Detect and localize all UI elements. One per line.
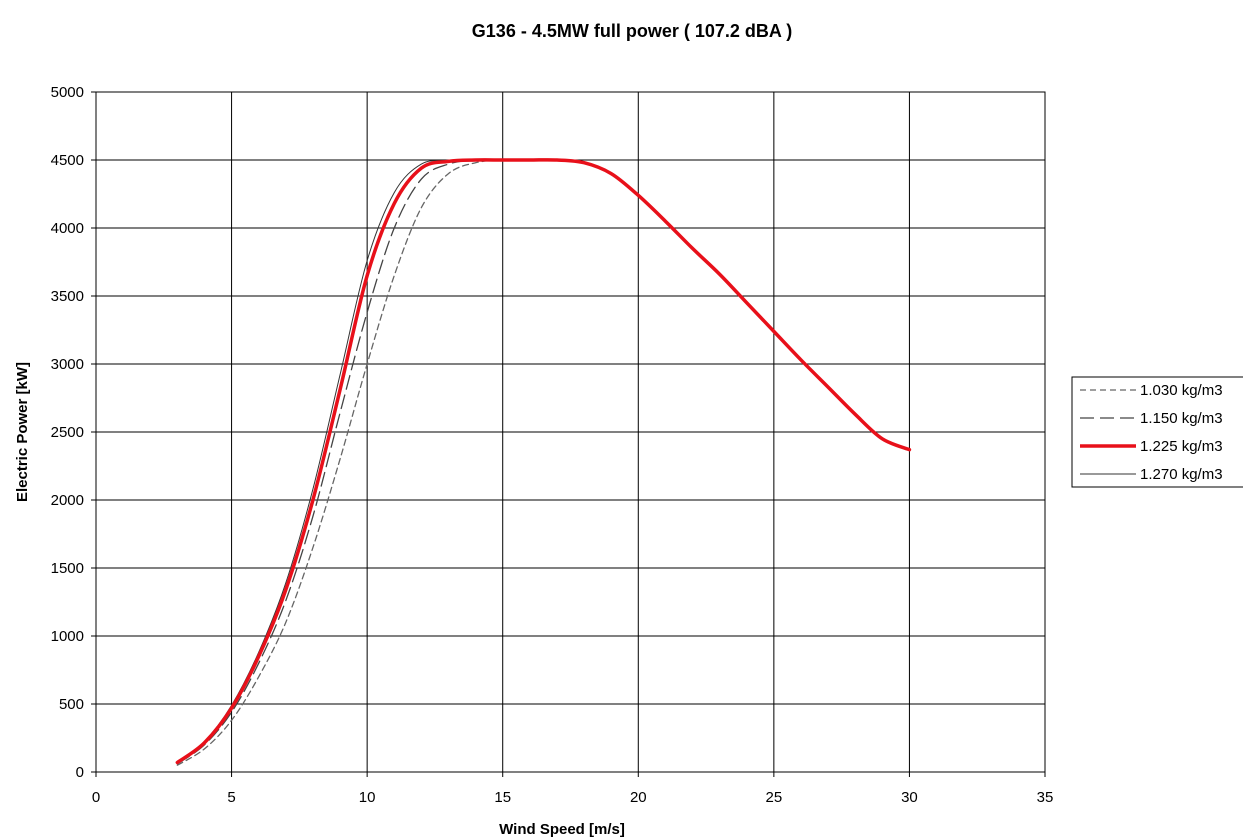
y-tick-label: 4500 bbox=[51, 152, 84, 169]
y-tick-label: 3500 bbox=[51, 288, 84, 305]
x-tick-label: 0 bbox=[92, 789, 100, 806]
y-tick-label: 500 bbox=[59, 696, 84, 713]
y-axis-ticks: 0 500 1000 1500 2000 2500 3000 3500 4000 4500 5000 bbox=[51, 84, 96, 781]
y-tick-label: 1500 bbox=[51, 560, 84, 577]
y-tick-label: 2000 bbox=[51, 492, 84, 509]
y-axis-title: Electric Power [kW] bbox=[14, 362, 31, 502]
series-line-0 bbox=[176, 159, 911, 766]
legend-label: 1.030 kg/m3 bbox=[1140, 382, 1223, 399]
series-line-2 bbox=[175, 158, 912, 765]
series-line-1 bbox=[176, 159, 911, 765]
chart-title: G136 - 4.5MW full power ( 107.2 dBA ) bbox=[472, 21, 792, 41]
x-tick-label: 35 bbox=[1037, 789, 1054, 806]
y-tick-label: 4000 bbox=[51, 220, 84, 237]
x-tick-label: 5 bbox=[227, 789, 235, 806]
x-tick-label: 30 bbox=[901, 789, 918, 806]
y-tick-label: 5000 bbox=[51, 84, 84, 101]
x-tick-label: 15 bbox=[494, 789, 511, 806]
y-tick-label: 1000 bbox=[51, 628, 84, 645]
series-lines bbox=[175, 158, 912, 766]
y-tick-label: 2500 bbox=[51, 424, 84, 441]
legend: 1.030 kg/m3 1.150 kg/m3 1.225 kg/m3 1.270 k… bbox=[1071, 376, 1243, 488]
x-tick-label: 20 bbox=[630, 789, 647, 806]
x-axis-ticks: 0 5 10 15 20 25 30 35 bbox=[92, 772, 1054, 806]
legend-box bbox=[1071, 376, 1243, 488]
y-tick-label: 3000 bbox=[51, 356, 84, 373]
grid bbox=[95, 91, 1046, 773]
y-tick-label: 0 bbox=[76, 764, 84, 781]
series-line-3 bbox=[176, 159, 910, 763]
legend-label: 1.270 kg/m3 bbox=[1140, 466, 1223, 483]
legend-label: 1.150 kg/m3 bbox=[1140, 410, 1223, 427]
x-axis-title: Wind Speed [m/s] bbox=[499, 821, 625, 838]
legend-label: 1.225 kg/m3 bbox=[1140, 438, 1223, 455]
x-tick-label: 25 bbox=[766, 789, 783, 806]
x-tick-label: 10 bbox=[359, 789, 376, 806]
